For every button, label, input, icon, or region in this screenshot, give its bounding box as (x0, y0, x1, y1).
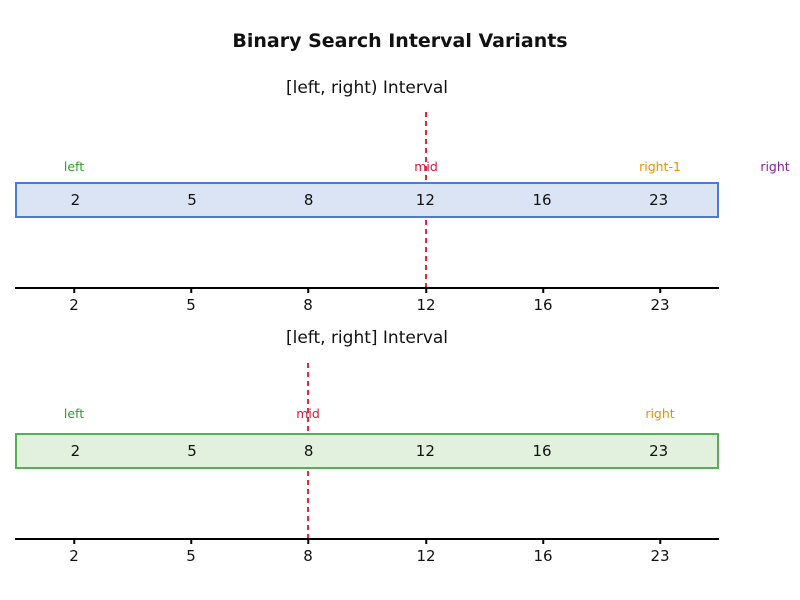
array-cell: 5 (187, 442, 197, 460)
chart2-axis-line (15, 538, 719, 540)
array-cell: 8 (303, 442, 314, 460)
axis-tick-label: 16 (533, 547, 553, 565)
chart1-left-pointer-label: left (63, 159, 85, 174)
axis-tick (659, 289, 661, 293)
array-cell: 23 (649, 442, 669, 460)
axis-tick (307, 289, 309, 293)
axis-tick (425, 289, 427, 293)
axis-tick-label: 23 (650, 547, 670, 565)
array-cell: 12 (415, 191, 435, 209)
axis-tick (190, 540, 192, 544)
axis-tick (659, 540, 661, 544)
axis-tick (307, 540, 309, 544)
chart1-mid-pointer-label: mid (414, 159, 438, 174)
array-cell: 2 (70, 191, 81, 209)
chart2-right-pointer-label: right (645, 406, 675, 421)
axis-tick (542, 540, 544, 544)
axis-tick (73, 289, 75, 293)
axis-tick-label: 5 (186, 296, 196, 314)
axis-tick (425, 540, 427, 544)
axis-tick-label: 8 (303, 547, 313, 565)
axis-tick (190, 289, 192, 293)
chart1-array-box: 2 5 8 12 16 23 (15, 182, 719, 218)
axis-tick (542, 289, 544, 293)
array-cell: 8 (303, 191, 314, 209)
array-cell: 12 (415, 442, 435, 460)
array-cell: 2 (70, 442, 81, 460)
axis-tick-label: 5 (186, 547, 196, 565)
axis-tick-label: 2 (69, 547, 79, 565)
chart1-right-minus-1-pointer-label: right-1 (639, 159, 681, 174)
chart1-subtitle: [left, right) Interval (285, 78, 449, 98)
chart2-array-box: 2 5 8 12 16 23 (15, 433, 719, 469)
axis-tick-label: 8 (303, 296, 313, 314)
array-cell: 16 (532, 191, 552, 209)
chart1-axis-line (15, 287, 719, 289)
axis-tick (73, 540, 75, 544)
chart2-mid-pointer-label: mid (296, 406, 320, 421)
axis-tick-label: 12 (416, 547, 436, 565)
array-cell: 5 (187, 191, 197, 209)
chart2-subtitle: [left, right] Interval (285, 328, 449, 348)
axis-tick-label: 16 (533, 296, 553, 314)
chart2-left-pointer-label: left (63, 406, 85, 421)
axis-tick-label: 2 (69, 296, 79, 314)
array-cell: 23 (649, 191, 669, 209)
axis-tick-label: 23 (650, 296, 670, 314)
array-cell: 16 (532, 442, 552, 460)
figure-title: Binary Search Interval Variants (232, 30, 568, 52)
chart1-right-pointer-label: right (760, 159, 790, 174)
axis-tick-label: 12 (416, 296, 436, 314)
